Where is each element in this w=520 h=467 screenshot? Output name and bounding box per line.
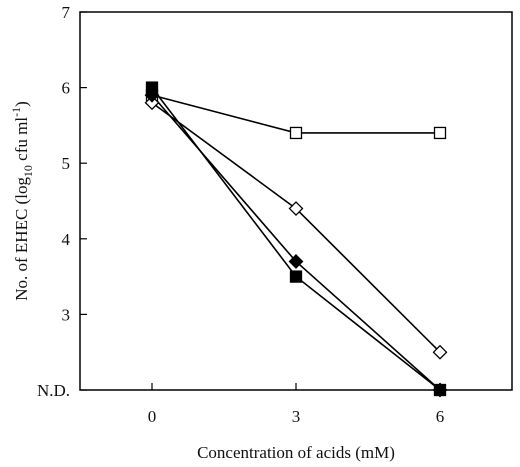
- y-tick-labels: N.D. 3 4 5 6 7: [37, 3, 71, 400]
- y-tick-label: 5: [62, 154, 71, 173]
- y-axis-title-suffix: ): [12, 101, 31, 107]
- x-tick-label: 0: [148, 407, 157, 426]
- y-axis-title-mid: cfu ml: [12, 117, 31, 165]
- data-point-diamond-open: [144, 95, 160, 111]
- data-point-square-open: [433, 126, 447, 140]
- data-point-square-open: [289, 126, 303, 140]
- data-point-square-filled: [289, 270, 303, 283]
- y-tick-label: 6: [62, 79, 71, 98]
- data-point-diamond-open: [432, 344, 448, 360]
- series-group: [144, 81, 448, 398]
- axis-ticks: [80, 11, 441, 391]
- plot-frame: [79, 11, 513, 391]
- data-point-square-filled: [145, 81, 159, 94]
- data-point-diamond-filled: [288, 254, 304, 269]
- y-tick-label: 3: [62, 305, 71, 324]
- series-line-diamond-filled: [151, 94, 441, 391]
- x-tick-label: 6: [436, 407, 445, 426]
- data-point-square-filled: [433, 383, 447, 397]
- y-tick-label: N.D.: [37, 381, 70, 400]
- series-line-diamond-open: [151, 102, 441, 353]
- data-point-diamond-open: [288, 201, 304, 216]
- y-axis-title-subscript: 10: [21, 165, 35, 177]
- x-tick-labels: 0 3 6: [148, 407, 445, 426]
- y-axis-title-superscript: -1: [9, 107, 23, 117]
- y-tick-label: 4: [62, 230, 71, 249]
- y-axis-title: No. of EHEC (log10 cfu ml-1): [9, 101, 35, 301]
- x-tick-label: 3: [292, 407, 301, 426]
- y-tick-label: 7: [62, 3, 71, 22]
- y-axis-title-prefix: No. of EHEC (log: [12, 177, 31, 301]
- x-axis-title: Concentration of acids (mM): [197, 443, 395, 462]
